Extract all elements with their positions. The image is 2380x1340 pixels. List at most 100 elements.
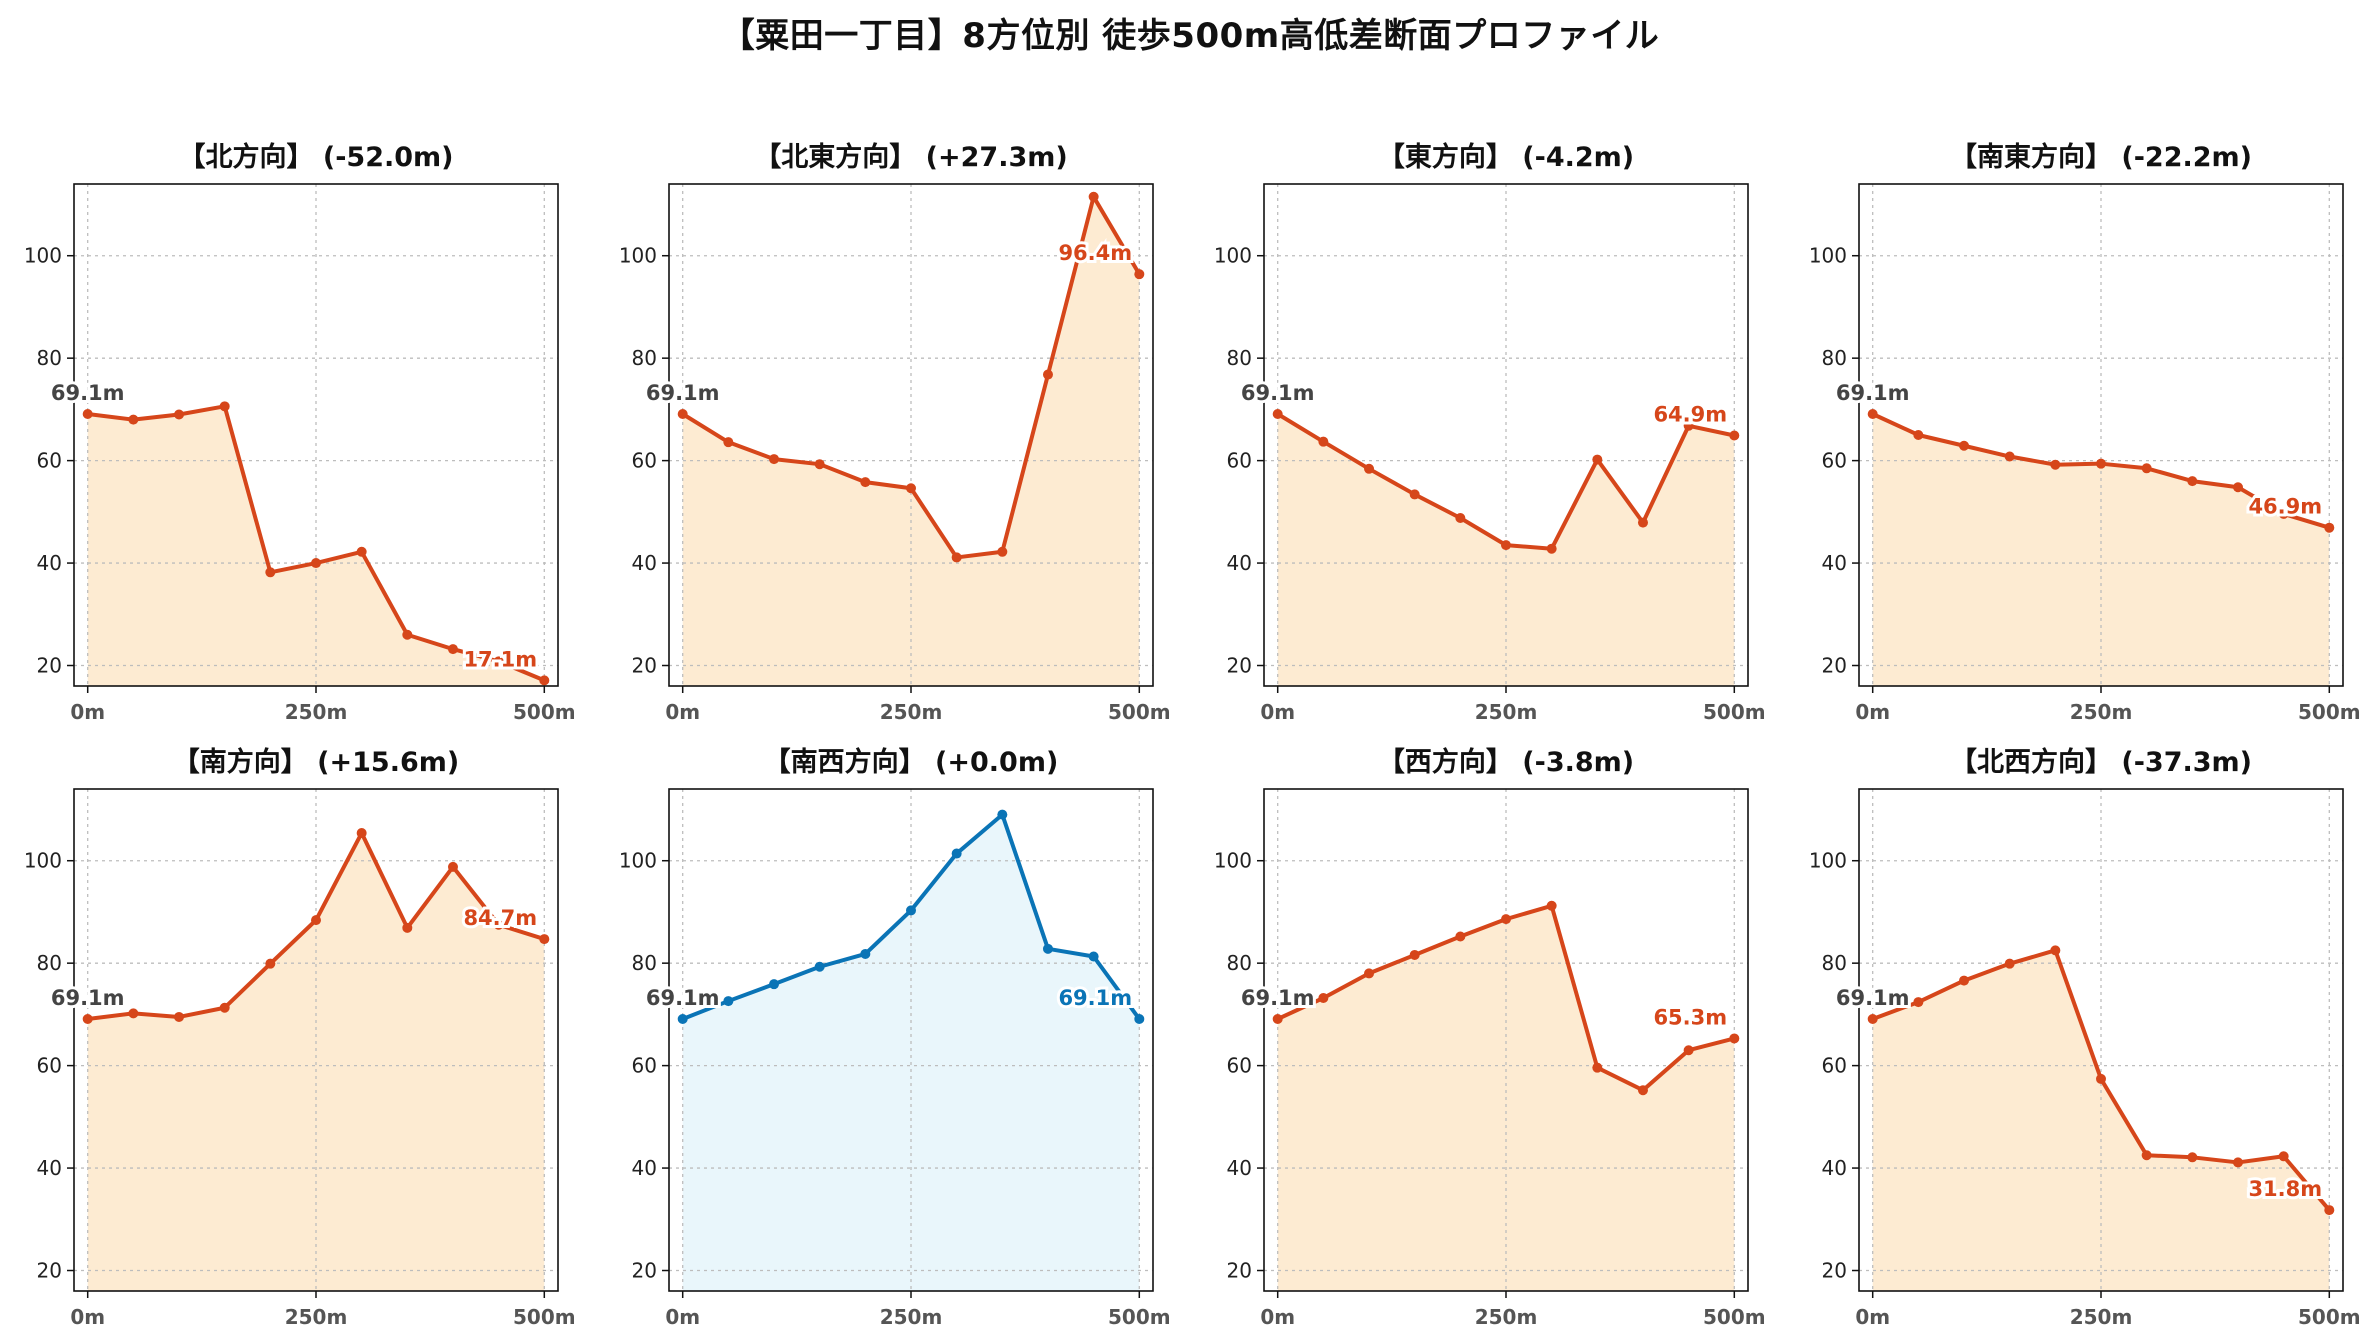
data-point bbox=[128, 1008, 139, 1019]
data-point bbox=[1134, 269, 1145, 280]
y-tick-label: 20 bbox=[1227, 1259, 1252, 1283]
data-point bbox=[2096, 1073, 2106, 1084]
data-point bbox=[1546, 900, 1557, 911]
data-point bbox=[677, 1013, 688, 1024]
y-tick-label: 60 bbox=[37, 1054, 62, 1078]
data-point bbox=[2324, 522, 2335, 533]
data-point bbox=[860, 477, 871, 488]
panel-title: 【西方向】 (-3.8m) bbox=[1378, 746, 1634, 778]
data-point bbox=[1501, 540, 1511, 551]
y-tick-label: 80 bbox=[1227, 346, 1252, 370]
start-elevation-label: 69.1m bbox=[1836, 381, 1910, 405]
data-point bbox=[997, 546, 1008, 557]
profile-panel-6: 20 40 60 80 100 0m 250m 500m 【南西方向】 (+0.0m) 69.1m… bbox=[619, 746, 1171, 1329]
data-point bbox=[2324, 1205, 2335, 1216]
x-tick-label: 500m bbox=[2298, 1305, 2361, 1329]
data-point bbox=[814, 961, 825, 972]
y-tick-label: 100 bbox=[1214, 244, 1252, 268]
data-point bbox=[402, 922, 413, 933]
x-tick-label: 500m bbox=[1703, 1305, 1766, 1329]
y-tick-label: 20 bbox=[37, 654, 62, 678]
start-elevation-label: 69.1m bbox=[646, 986, 720, 1010]
data-point bbox=[1042, 943, 1053, 954]
end-elevation-label: 84.7m bbox=[463, 906, 537, 930]
data-point bbox=[1913, 430, 1924, 440]
y-tick-label: 40 bbox=[632, 1156, 657, 1180]
data-point bbox=[951, 848, 962, 859]
data-point bbox=[1729, 430, 1740, 441]
data-point bbox=[723, 996, 734, 1007]
data-point bbox=[539, 675, 550, 686]
end-elevation-label: 64.9m bbox=[1653, 403, 1727, 427]
x-tick-label: 500m bbox=[2298, 700, 2361, 724]
y-tick-label: 80 bbox=[632, 951, 657, 975]
panel-title: 【東方向】 (-4.2m) bbox=[1378, 141, 1634, 173]
y-tick-label: 100 bbox=[1214, 849, 1252, 873]
main-title: 【粟田一丁目】8方位別 徒歩500m高低差断面プロファイル bbox=[720, 16, 1660, 56]
end-elevation-label: 69.1m bbox=[1058, 986, 1132, 1010]
data-point bbox=[493, 656, 504, 667]
data-point bbox=[1683, 1045, 1694, 1056]
data-point bbox=[447, 644, 458, 655]
data-point bbox=[1637, 517, 1648, 528]
data-point bbox=[860, 948, 871, 959]
data-point bbox=[769, 979, 780, 990]
data-point bbox=[447, 861, 458, 872]
x-tick-label: 250m bbox=[285, 1305, 348, 1329]
profile-panel-7: 20 40 60 80 100 0m 250m 500m 【西方向】 (-3.8m) 69.1m 6… bbox=[1214, 746, 1766, 1329]
start-elevation-label: 69.1m bbox=[51, 381, 125, 405]
y-tick-label: 60 bbox=[1227, 1054, 1252, 1078]
data-point bbox=[1042, 369, 1053, 380]
y-tick-label: 80 bbox=[1822, 951, 1847, 975]
profile-panel-4: 20 40 60 80 100 0m 250m 500m 【南東方向】 (-22.2m) 69.1… bbox=[1809, 141, 2361, 724]
x-tick-label: 0m bbox=[1260, 1305, 1295, 1329]
y-tick-label: 20 bbox=[632, 654, 657, 678]
end-elevation-label: 17.1m bbox=[463, 647, 537, 671]
data-point bbox=[311, 915, 321, 926]
y-tick-label: 60 bbox=[632, 449, 657, 473]
data-point bbox=[1683, 420, 1694, 431]
data-point bbox=[1409, 489, 1420, 500]
panel-title: 【北西方向】 (-37.3m) bbox=[1950, 746, 2252, 778]
data-point bbox=[2187, 476, 2198, 487]
data-point bbox=[1088, 191, 1099, 202]
y-tick-label: 20 bbox=[1227, 654, 1252, 678]
x-tick-label: 500m bbox=[1703, 700, 1766, 724]
end-elevation-label: 96.4m bbox=[1058, 241, 1132, 265]
data-point bbox=[265, 567, 276, 578]
data-point bbox=[82, 408, 93, 419]
profile-panel-3: 20 40 60 80 100 0m 250m 500m 【東方向】 (-4.2m) 69.1m 6… bbox=[1214, 141, 1766, 724]
y-tick-label: 100 bbox=[24, 244, 62, 268]
x-tick-label: 0m bbox=[1260, 700, 1295, 724]
y-tick-label: 60 bbox=[1227, 449, 1252, 473]
data-point bbox=[951, 552, 962, 563]
data-point bbox=[1455, 931, 1466, 942]
x-tick-label: 500m bbox=[1108, 1305, 1171, 1329]
data-point bbox=[2141, 1150, 2152, 1161]
data-point bbox=[769, 454, 780, 465]
y-tick-label: 20 bbox=[1822, 1259, 1847, 1283]
data-point bbox=[82, 1013, 93, 1024]
y-tick-label: 40 bbox=[1822, 1156, 1847, 1180]
data-point bbox=[356, 546, 367, 557]
x-tick-label: 0m bbox=[1855, 1305, 1890, 1329]
data-point bbox=[906, 905, 916, 916]
x-tick-label: 500m bbox=[1108, 700, 1171, 724]
x-tick-label: 0m bbox=[665, 1305, 700, 1329]
data-point bbox=[1318, 992, 1329, 1003]
y-tick-label: 100 bbox=[1809, 244, 1847, 268]
area-fill bbox=[682, 814, 1140, 1291]
data-point bbox=[2050, 945, 2061, 956]
panel-title: 【北東方向】 (+27.3m) bbox=[754, 141, 1067, 173]
panel-title: 【南方向】 (+15.6m) bbox=[173, 746, 459, 778]
data-point bbox=[1546, 543, 1557, 554]
data-point bbox=[2232, 482, 2243, 493]
y-tick-label: 40 bbox=[632, 551, 657, 575]
data-point bbox=[1867, 1013, 1878, 1024]
panel-title: 【南西方向】 (+0.0m) bbox=[764, 746, 1059, 778]
data-point bbox=[265, 958, 276, 969]
y-tick-label: 100 bbox=[24, 849, 62, 873]
data-point bbox=[311, 558, 321, 569]
data-point bbox=[2278, 508, 2289, 519]
